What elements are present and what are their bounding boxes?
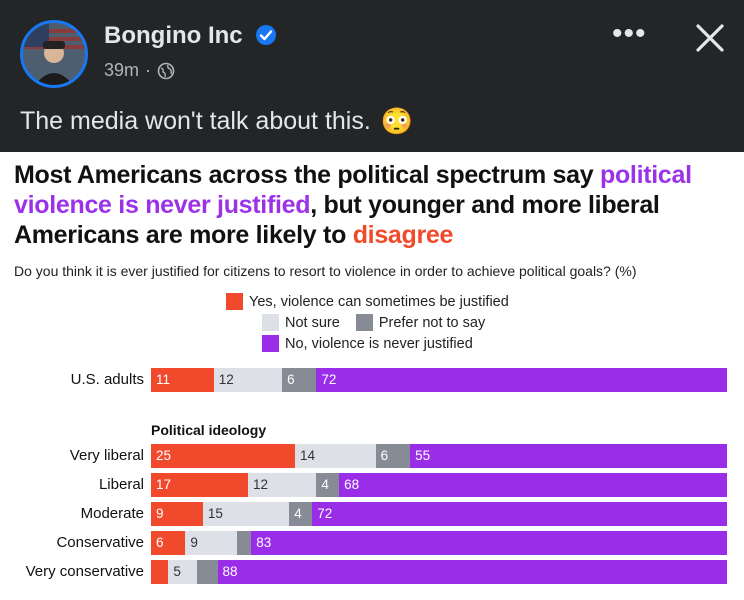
row-label: Very liberal bbox=[69, 447, 144, 464]
data-label: 14 bbox=[300, 448, 316, 463]
data-label: 25 bbox=[156, 448, 172, 463]
stacked-bar: 11 12 6 72 bbox=[151, 368, 727, 392]
row-label: Very conservative bbox=[25, 563, 144, 580]
close-icon[interactable] bbox=[690, 18, 730, 58]
data-label: 4 bbox=[321, 477, 329, 492]
flushed-face-emoji-icon: 😳 bbox=[380, 106, 414, 136]
data-label: 6 bbox=[156, 535, 164, 550]
more-options-icon[interactable]: ••• bbox=[612, 17, 647, 50]
data-label: 6 bbox=[380, 448, 389, 463]
stacked-bar: 17 12 4 68 bbox=[151, 473, 727, 497]
title-part-2: political violence is never justified bbox=[14, 161, 692, 219]
author-name[interactable]: Bongino Inc bbox=[104, 22, 277, 50]
data-label: 9 bbox=[190, 535, 198, 550]
stacked-bar: 6 9 83 bbox=[151, 531, 727, 555]
legend-item-no: No, violence is never justified bbox=[262, 335, 473, 352]
legend-swatch-no bbox=[262, 335, 279, 352]
data-label: 12 bbox=[252, 477, 268, 492]
bar-segment-yes: 17 bbox=[151, 473, 248, 497]
bar-segment-no: 83 bbox=[251, 531, 727, 555]
bar-segment-yes: 11 bbox=[151, 368, 214, 392]
bar-segment-pn: 4 bbox=[316, 473, 340, 497]
data-label: 12 bbox=[218, 372, 234, 387]
bar-segment-yes bbox=[151, 560, 169, 584]
row-label: Conservative bbox=[56, 534, 144, 551]
bar-segment-ns: 15 bbox=[202, 502, 290, 526]
data-label: 55 bbox=[415, 448, 431, 463]
legend-label-no: No, violence is never justified bbox=[285, 335, 473, 352]
bar-segment-no: 55 bbox=[410, 444, 727, 468]
data-label: 72 bbox=[321, 372, 337, 387]
bar-segment-ns: 12 bbox=[213, 368, 283, 392]
row-label: Moderate bbox=[80, 505, 144, 522]
title-part-4: disagree bbox=[352, 221, 454, 249]
data-label: 15 bbox=[207, 506, 223, 521]
legend-item-yes: Yes, violence can sometimes be justified bbox=[226, 293, 509, 310]
bar-segment-pn: 6 bbox=[375, 444, 411, 468]
data-label: 5 bbox=[173, 564, 181, 579]
legend-swatch-yes bbox=[226, 293, 243, 310]
stacked-bar: 5 88 bbox=[151, 560, 727, 584]
legend-swatch-prefer-not bbox=[355, 314, 373, 331]
bar-segment-yes: 25 bbox=[151, 444, 295, 468]
verified-badge-icon bbox=[256, 24, 277, 45]
post-time[interactable]: 39m bbox=[104, 60, 140, 80]
author-name-text[interactable]: Bongino Inc bbox=[104, 22, 243, 49]
bar-segment-ns: 14 bbox=[295, 444, 376, 468]
bar-segment-pn bbox=[197, 560, 218, 584]
section-label-ideology: Political ideology bbox=[151, 422, 267, 438]
post-meta: 39m · bbox=[104, 60, 175, 81]
data-label: 17 bbox=[156, 477, 172, 492]
avatar-image bbox=[23, 23, 85, 85]
chart-title: Most Americans across the political spec… bbox=[14, 160, 734, 250]
stacked-bar: 25 14 6 55 bbox=[151, 444, 727, 468]
data-label: 9 bbox=[156, 506, 164, 521]
data-label: 11 bbox=[156, 372, 171, 387]
bar-segment-pn bbox=[236, 531, 252, 555]
legend-label-not-sure: Not sure bbox=[285, 314, 340, 331]
stacked-bar: 9 15 4 72 bbox=[151, 502, 727, 526]
legend-item-not-sure: Not sure Prefer not to say bbox=[262, 314, 485, 331]
globe-icon bbox=[157, 62, 175, 79]
bar-segment-no: 88 bbox=[217, 560, 727, 584]
row-label: U.S. adults bbox=[70, 371, 144, 388]
title-part-3: , but younger and more liberal Americans… bbox=[14, 191, 660, 249]
meta-separator: · bbox=[145, 60, 152, 80]
bar-segment-no: 72 bbox=[316, 368, 727, 392]
legend-label-prefer-not: Prefer not to say bbox=[378, 314, 486, 331]
legend-label-yes: Yes, violence can sometimes be justified bbox=[249, 293, 509, 310]
bar-segment-no: 72 bbox=[312, 502, 727, 526]
data-label: 72 bbox=[317, 506, 333, 521]
bar-segment-yes: 6 bbox=[151, 531, 186, 555]
data-label: 83 bbox=[256, 535, 272, 550]
row-label: Liberal bbox=[98, 476, 144, 493]
data-label: 4 bbox=[294, 506, 302, 521]
bar-segment-no: 68 bbox=[339, 473, 727, 497]
chart-image[interactable]: Most Americans across the political spec… bbox=[0, 152, 744, 600]
bar-segment-pn: 4 bbox=[289, 502, 313, 526]
bar-segment-yes: 9 bbox=[151, 502, 203, 526]
bar-segment-ns: 5 bbox=[168, 560, 198, 584]
data-label: 88 bbox=[222, 564, 238, 579]
chart-question: Do you think it is ever justified for ci… bbox=[14, 263, 637, 279]
avatar[interactable] bbox=[20, 20, 88, 88]
bar-segment-ns: 9 bbox=[185, 531, 237, 555]
title-part-1: Most Americans across the political spec… bbox=[14, 161, 600, 189]
data-label: 6 bbox=[287, 372, 295, 387]
legend-swatch-not-sure bbox=[262, 314, 279, 331]
bar-segment-ns: 12 bbox=[247, 473, 317, 497]
post-caption: The media won't talk about this. 😳 bbox=[20, 106, 413, 137]
caption-text: The media won't talk about this. bbox=[20, 107, 371, 135]
post-header: Bongino Inc 39m · ••• The media won't ta… bbox=[0, 0, 744, 150]
bar-segment-pn: 6 bbox=[282, 368, 317, 392]
data-label: 68 bbox=[344, 477, 360, 492]
